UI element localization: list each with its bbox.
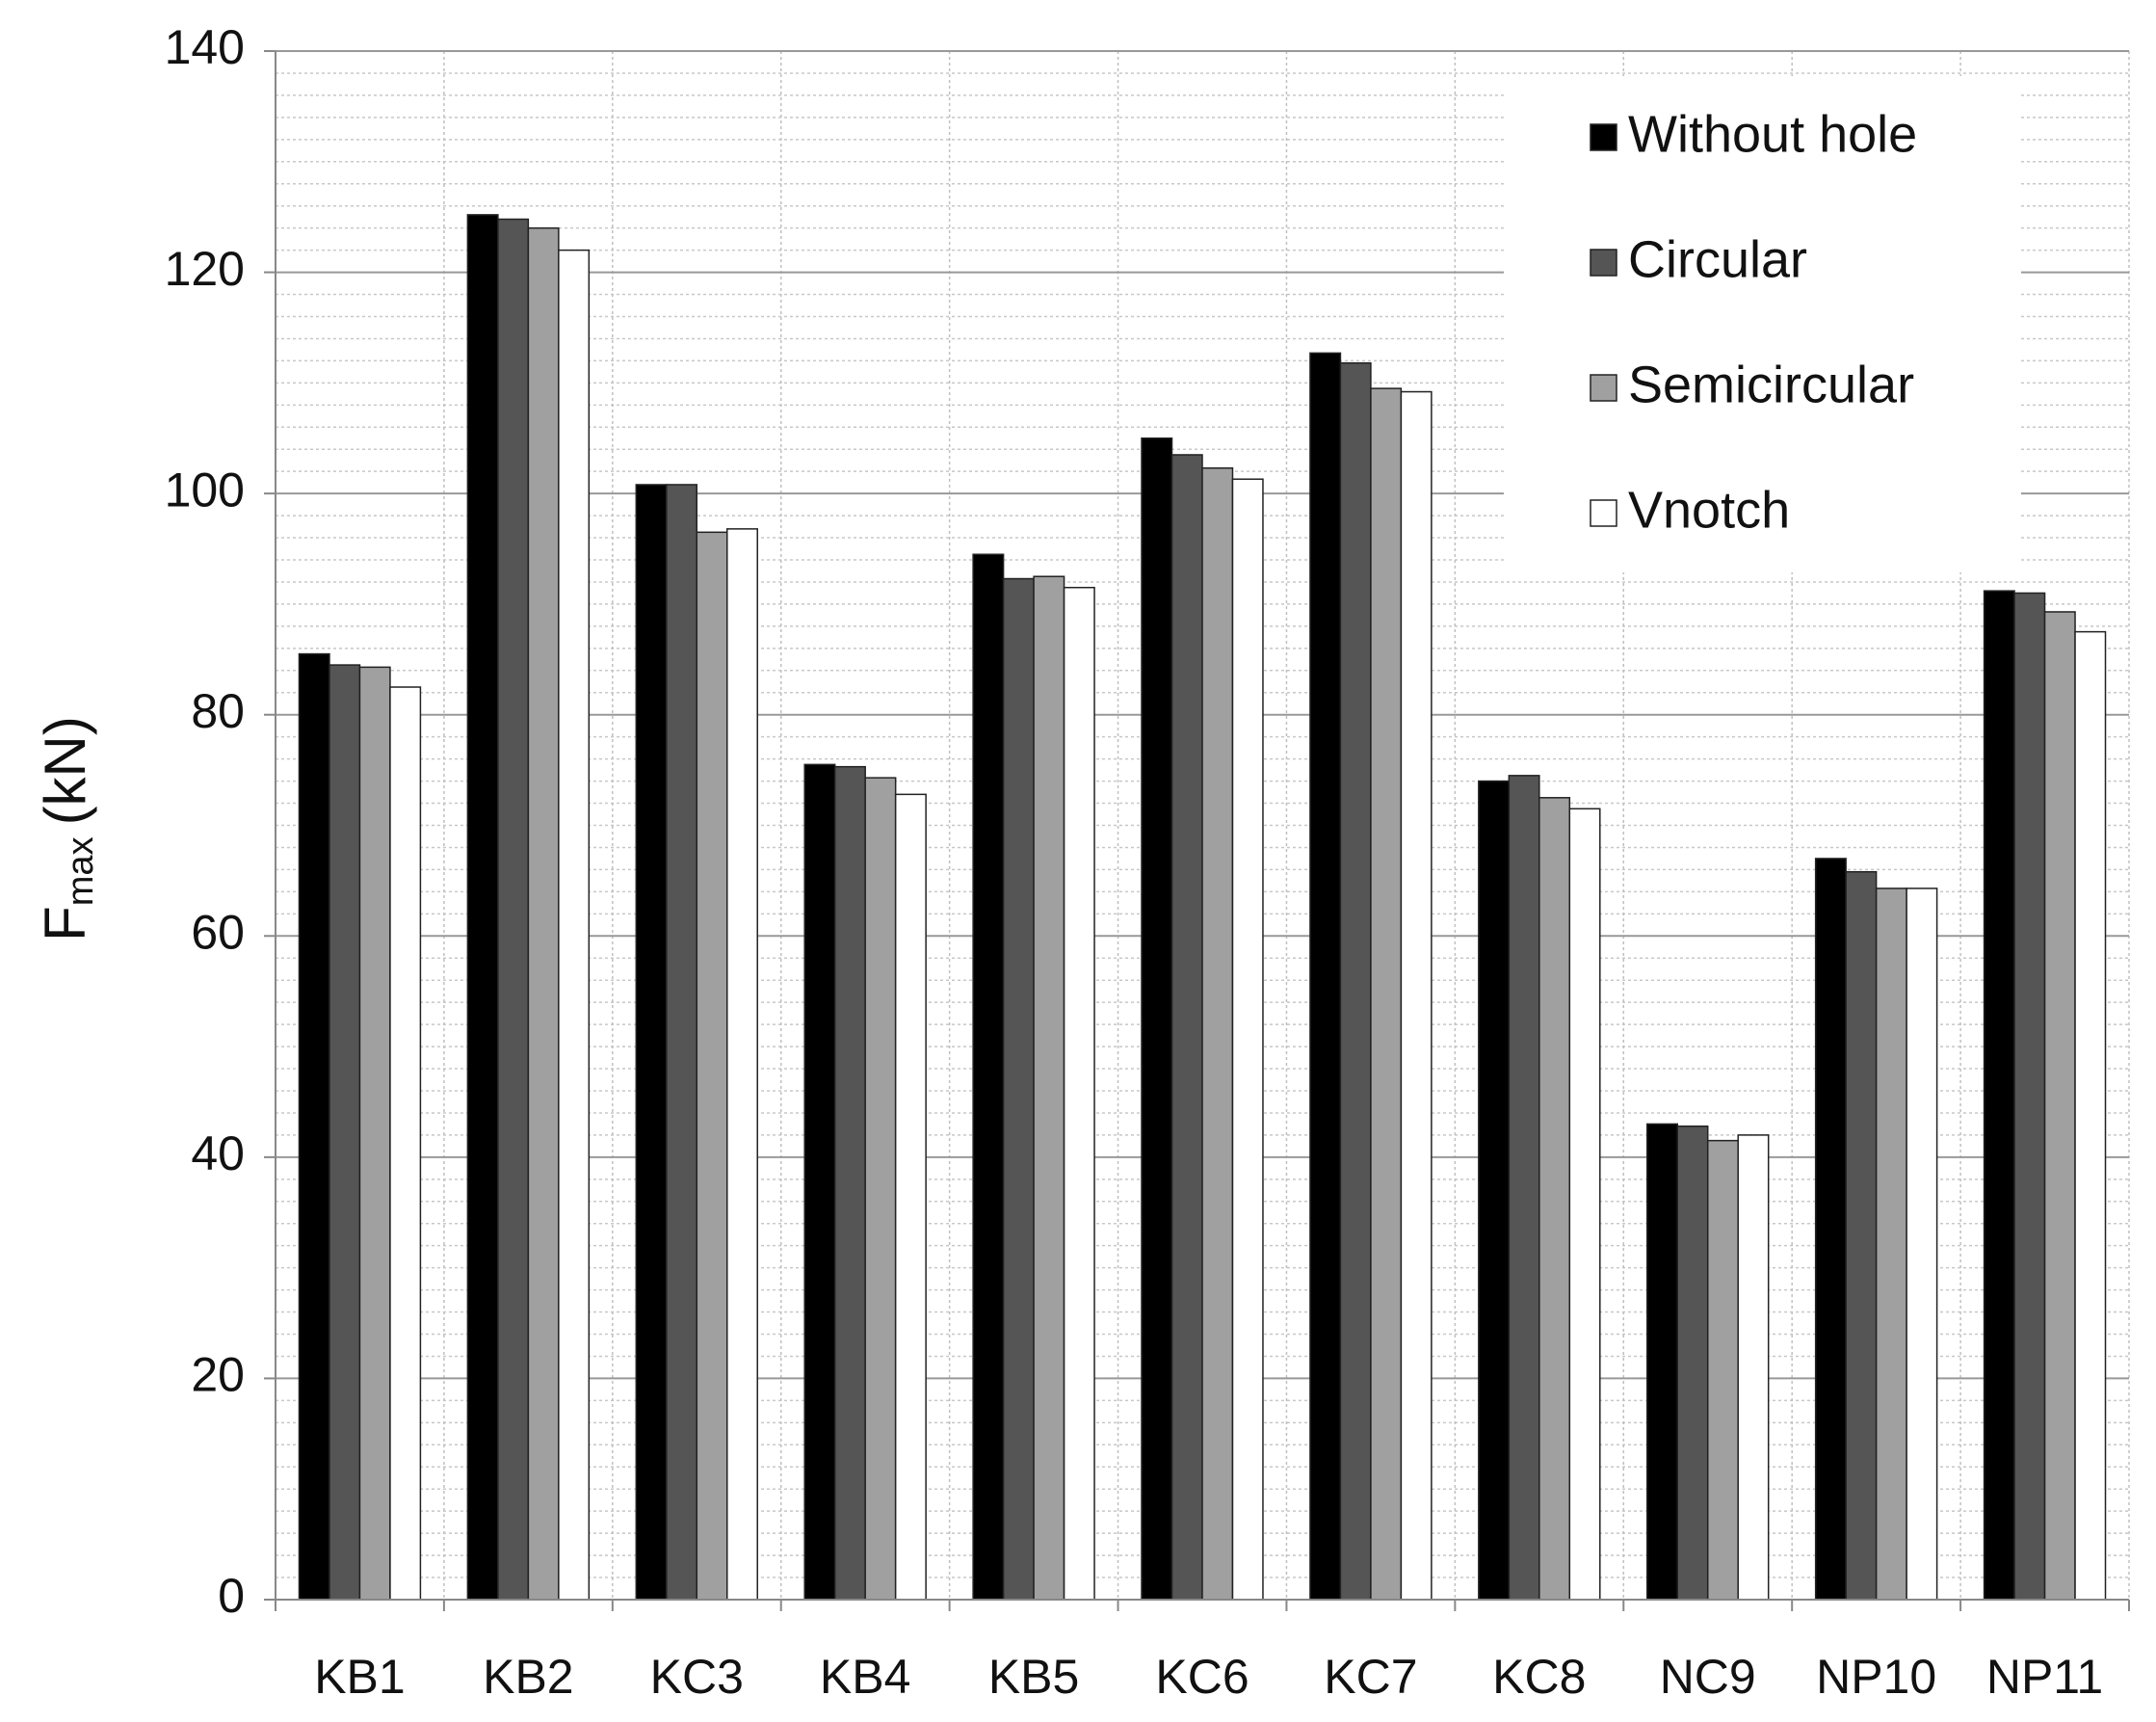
x-tick-label: KC3 [650,1650,744,1704]
bar [1983,590,2015,1601]
bar [2043,611,2076,1601]
bar [1845,870,1878,1601]
bar [466,214,499,1601]
legend-swatch [1590,374,1617,402]
legend-box [1504,76,2021,572]
bars [298,214,2107,1601]
y-tick-label: 80 [191,684,245,738]
bar [1478,780,1511,1601]
bar [1063,586,1095,1601]
bar [1201,466,1234,1601]
bar [1706,1139,1739,1601]
bar [1875,887,1907,1601]
legend: Without hole Circular Semicircular Vnotch [1504,76,2021,572]
legend-label: Without hole [1628,105,1917,163]
x-tick-label: KB2 [483,1650,574,1704]
y-tick-label: 140 [165,20,245,74]
y-label-symbol: F [33,906,97,941]
bar [1676,1125,1709,1601]
bar [635,484,668,1601]
x-tick-label: KB4 [820,1650,911,1704]
bar [894,793,927,1601]
bar [1508,775,1540,1601]
x-tick-label: KB1 [314,1650,406,1704]
bar [298,652,330,1601]
bar [497,218,530,1601]
bar [558,249,591,1601]
bar [1370,387,1403,1601]
y-tick-label: 0 [218,1569,245,1623]
y-label-unit: (kN) [33,716,97,825]
bar [2013,592,2046,1601]
bar [1309,352,1342,1601]
bar [1231,478,1264,1601]
x-tick-label: NC9 [1660,1650,1756,1704]
x-tick-label: NP11 [1986,1650,2103,1704]
bar [389,686,422,1601]
bar [726,528,758,1601]
y-tick-label: 40 [191,1126,245,1180]
y-tick-label: 20 [191,1348,245,1402]
bar [864,777,897,1601]
bar [1033,575,1065,1601]
bar [527,226,560,1601]
x-tick-label: KB5 [988,1650,1080,1704]
bar [666,484,698,1601]
bar [329,664,361,1601]
bar [1141,437,1173,1601]
y-tick-label: 100 [165,463,245,517]
legend-label: Semicircular [1628,356,1914,413]
legend-label: Vnotch [1628,481,1790,539]
legend-swatch [1590,249,1617,277]
bar [1538,797,1571,1601]
bar [1814,858,1847,1601]
y-tick-label: 120 [165,242,245,296]
axes: 0 20 40 60 80 100 120 140 KB1 KB2 KC3 KB4 KB5 KC6 KC7 K… [165,20,2130,1704]
bar [1170,454,1203,1601]
bar [972,553,1005,1601]
bar [1339,361,1372,1601]
bar [1400,390,1433,1601]
bar [2074,630,2107,1601]
bar [358,666,391,1601]
y-label-subscript: max [61,836,101,906]
legend-swatch [1590,499,1617,527]
x-tick-label: KC7 [1324,1650,1417,1704]
y-tick-label: 60 [191,905,245,959]
bar [1906,887,1938,1601]
bar [1737,1134,1770,1601]
x-tick-label: NP10 [1816,1650,1936,1704]
bar [696,531,728,1601]
bar [1568,808,1601,1601]
legend-label: Circular [1628,230,1807,288]
bar [1646,1123,1678,1601]
bar [803,763,836,1601]
x-tick-label: KC6 [1155,1650,1249,1704]
bar [1002,577,1035,1601]
legend-swatch [1590,123,1617,151]
bar [833,765,866,1601]
y-axis-label: Fmax (kN) [33,716,101,941]
x-tick-label: KC8 [1492,1650,1586,1704]
